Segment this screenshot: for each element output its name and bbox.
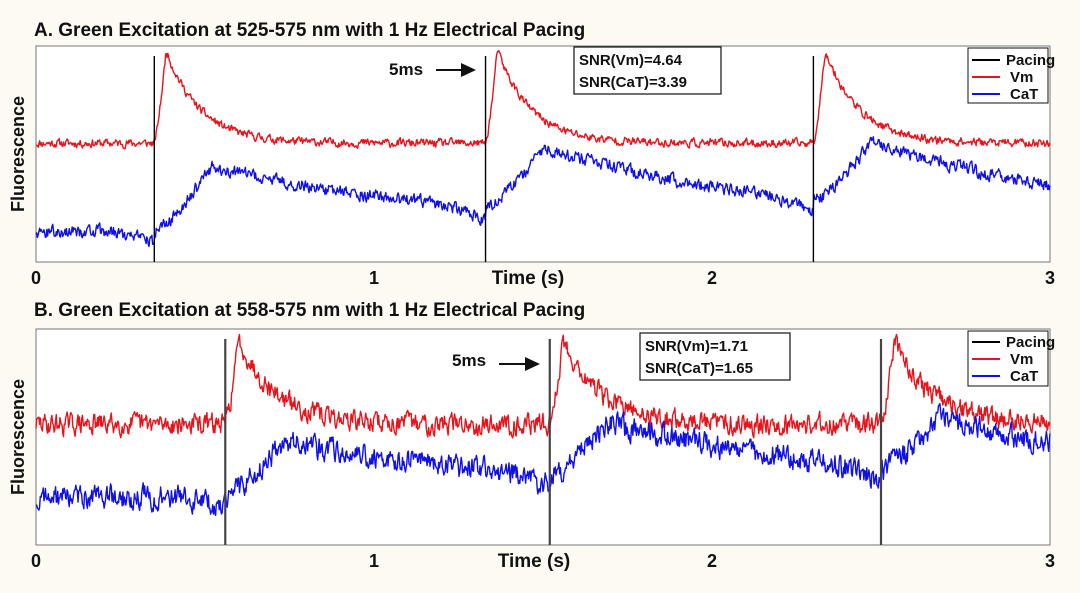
panel-b-ylabel: Fluorescence (8, 379, 28, 495)
panel-b-snr-box (639, 332, 791, 381)
panel-b-plot-area (35, 328, 1051, 546)
panel-a-legend-vm: Vm (1010, 69, 1033, 86)
panel-a-vm-trace (35, 49, 1051, 150)
panel-a-xtick-2: 2 (707, 268, 717, 288)
panel-a-legend-cat: CaT (1010, 86, 1038, 103)
panel-a-traces (35, 49, 1051, 262)
panel-b-5ms-label: 5ms (452, 351, 486, 370)
panel-a-arrow-head (461, 63, 476, 77)
panel-b-snr-cat: SNR(CaT)=1.65 (645, 360, 753, 377)
panel-a-xlabel: Time (s) (492, 268, 565, 289)
panel-a-cat-trace (35, 136, 1051, 248)
panel-a-ylabel: Fluorescence (8, 96, 28, 212)
panel-a-snr-vm: SNR(Vm)=4.64 (579, 52, 683, 69)
panel-b-xtick-2: 2 (707, 551, 717, 571)
panel-a-plot-area (35, 45, 1051, 263)
panel-b-snr-vm: SNR(Vm)=1.71 (645, 338, 748, 355)
panel-b-legend-cat: CaT (1010, 368, 1038, 385)
panel-b-xtick-1: 1 (369, 551, 379, 571)
panel-a-snr-box (573, 46, 722, 95)
panel-a-legend-pacing: Pacing (1006, 52, 1055, 69)
panel-a-xtick-1: 1 (369, 268, 379, 288)
panel-b-legend-pacing: Pacing (1006, 334, 1055, 351)
panel-b-title: B. Green Excitation at 558-575 nm with 1… (34, 300, 585, 321)
panel-a-xtick-0: 0 (31, 268, 41, 288)
panel-a: A. Green Excitation at 525-575 nm with 1… (8, 20, 1055, 289)
panel-b-traces (35, 333, 1051, 545)
panel-b-xtick-0: 0 (31, 551, 41, 571)
panel-a-xtick-3: 3 (1045, 268, 1055, 288)
panel-b-arrow-head (525, 357, 540, 371)
panel-a-title: A. Green Excitation at 525-575 nm with 1… (34, 20, 585, 41)
panel-a-5ms-label: 5ms (389, 60, 423, 79)
panel-b-xlabel: Time (s) (498, 551, 571, 572)
panel-b: B. Green Excitation at 558-575 nm with 1… (8, 300, 1055, 572)
panel-b-xtick-3: 3 (1045, 551, 1055, 571)
panel-a-snr-cat: SNR(CaT)=3.39 (579, 74, 687, 91)
panel-b-legend-vm: Vm (1010, 351, 1033, 368)
